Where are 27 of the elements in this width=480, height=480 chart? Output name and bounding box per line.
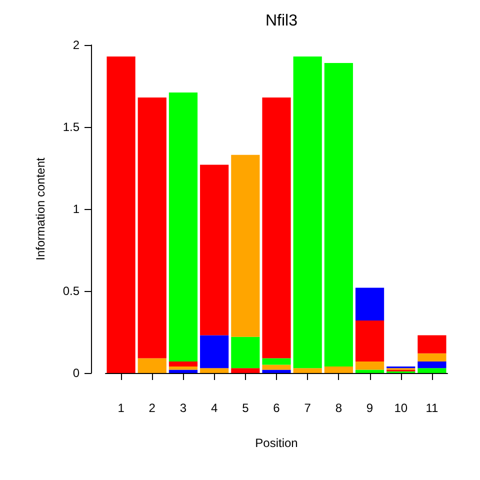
x-tick-label: 9 — [366, 401, 374, 415]
bar — [293, 56, 322, 368]
x-tick-label: 3 — [180, 401, 187, 415]
y-tick-label: 0 — [72, 366, 80, 380]
x-tick-label: 2 — [148, 401, 156, 415]
x-axis-title: Position — [255, 436, 298, 450]
y-tick-label: 0.5 — [62, 284, 80, 298]
y-tick-label: 2 — [72, 38, 80, 52]
bar — [324, 63, 353, 366]
x-tick-label: 4 — [210, 401, 218, 415]
x-tick-label: 6 — [273, 401, 280, 415]
x-tick-label: 5 — [242, 401, 250, 415]
bar — [231, 336, 260, 368]
y-tick-label: 1.5 — [62, 120, 80, 134]
x-tick-label: 1 — [118, 401, 125, 415]
chart-title: Nfil3 — [265, 12, 298, 30]
bar — [138, 358, 166, 373]
x-tick-label: 7 — [304, 401, 312, 415]
y-axis-title: Information content — [34, 156, 48, 260]
bar — [293, 368, 322, 373]
x-tick-label: 11 — [426, 401, 439, 415]
bar — [200, 368, 229, 373]
x-tick-label: 10 — [394, 401, 408, 415]
bar — [355, 288, 384, 321]
x-tick-label: 8 — [335, 401, 342, 415]
y-tick-label: 1 — [72, 202, 80, 216]
bar — [324, 366, 353, 373]
